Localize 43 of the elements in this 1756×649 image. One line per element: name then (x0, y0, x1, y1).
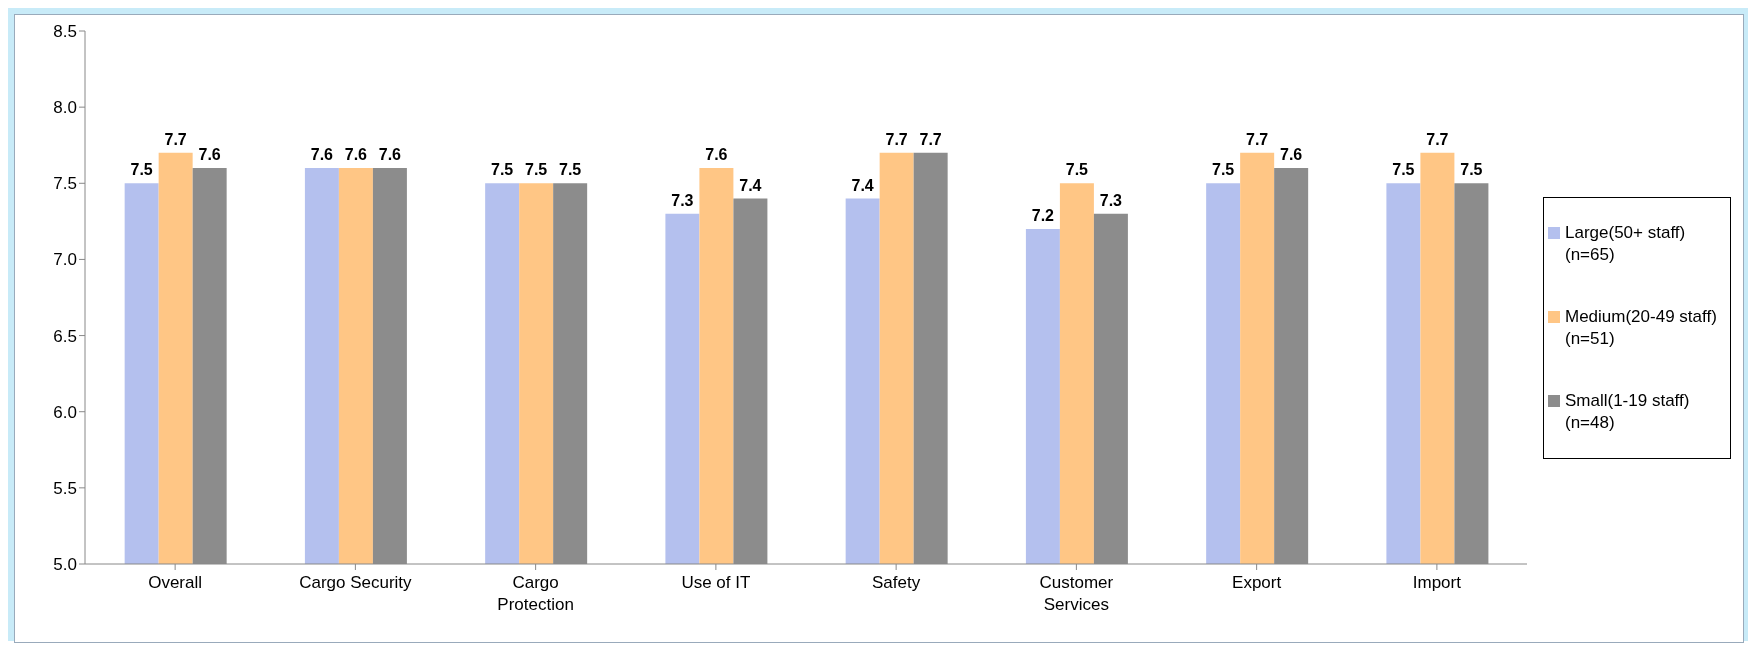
data-label: 7.6 (198, 146, 221, 164)
data-label: 7.6 (1280, 146, 1303, 164)
x-tick-label: Export (1232, 573, 1282, 592)
legend-label: Small(1-19 staff)(n=48) (1565, 389, 1691, 434)
y-tick-label: 7.0 (53, 250, 77, 270)
data-label: 7.6 (344, 146, 368, 164)
y-tick-label: 6.5 (53, 326, 77, 346)
data-label: 7.5 (491, 161, 514, 179)
x-tick-label: Safety (872, 573, 921, 592)
data-label: 7.5 (130, 161, 153, 179)
x-tick-label: Use of IT (681, 573, 751, 592)
data-label: 7.7 (1426, 130, 1449, 148)
data-label: 7.7 (164, 130, 187, 148)
data-label: 7.5 (525, 161, 548, 179)
x-tick-label: Cargo Security (299, 573, 413, 592)
data-label: 7.6 (705, 146, 728, 164)
data-label: 7.7 (919, 130, 942, 148)
y-tick-label: 7.5 (53, 174, 77, 194)
data-label: 7.5 (1065, 161, 1089, 179)
y-tick-label: 5.0 (53, 555, 77, 575)
legend-label: Large(50+ staff)(n=65) (1565, 221, 1687, 266)
legend-label: Medium(20-49 staff)(n=51) (1565, 305, 1718, 350)
data-label: 7.5 (1460, 161, 1483, 179)
data-label: 7.5 (1212, 161, 1235, 179)
data-label: 7.5 (1392, 161, 1415, 179)
x-tick-label: Cargo Protection (497, 573, 574, 614)
data-label: 7.3 (671, 191, 694, 209)
data-label: 7.7 (885, 130, 908, 148)
x-tick-label: Import (1412, 573, 1462, 592)
y-tick-label: 6.0 (53, 402, 77, 422)
y-tick-label: 5.5 (53, 478, 77, 498)
data-label: 7.2 (1031, 206, 1055, 224)
data-label: 7.6 (310, 146, 334, 164)
data-label: 7.4 (851, 176, 874, 194)
data-label: 7.3 (1099, 191, 1123, 209)
y-tick-label: 8.0 (53, 98, 77, 118)
data-label: 7.4 (739, 176, 762, 194)
data-label: 7.7 (1246, 130, 1269, 148)
data-label: 7.6 (378, 146, 402, 164)
y-tick-label: 8.5 (53, 22, 77, 42)
data-label: 7.5 (559, 161, 582, 179)
x-tick-label: Customer Services (1039, 573, 1114, 614)
x-tick-label: Overall (148, 573, 203, 592)
